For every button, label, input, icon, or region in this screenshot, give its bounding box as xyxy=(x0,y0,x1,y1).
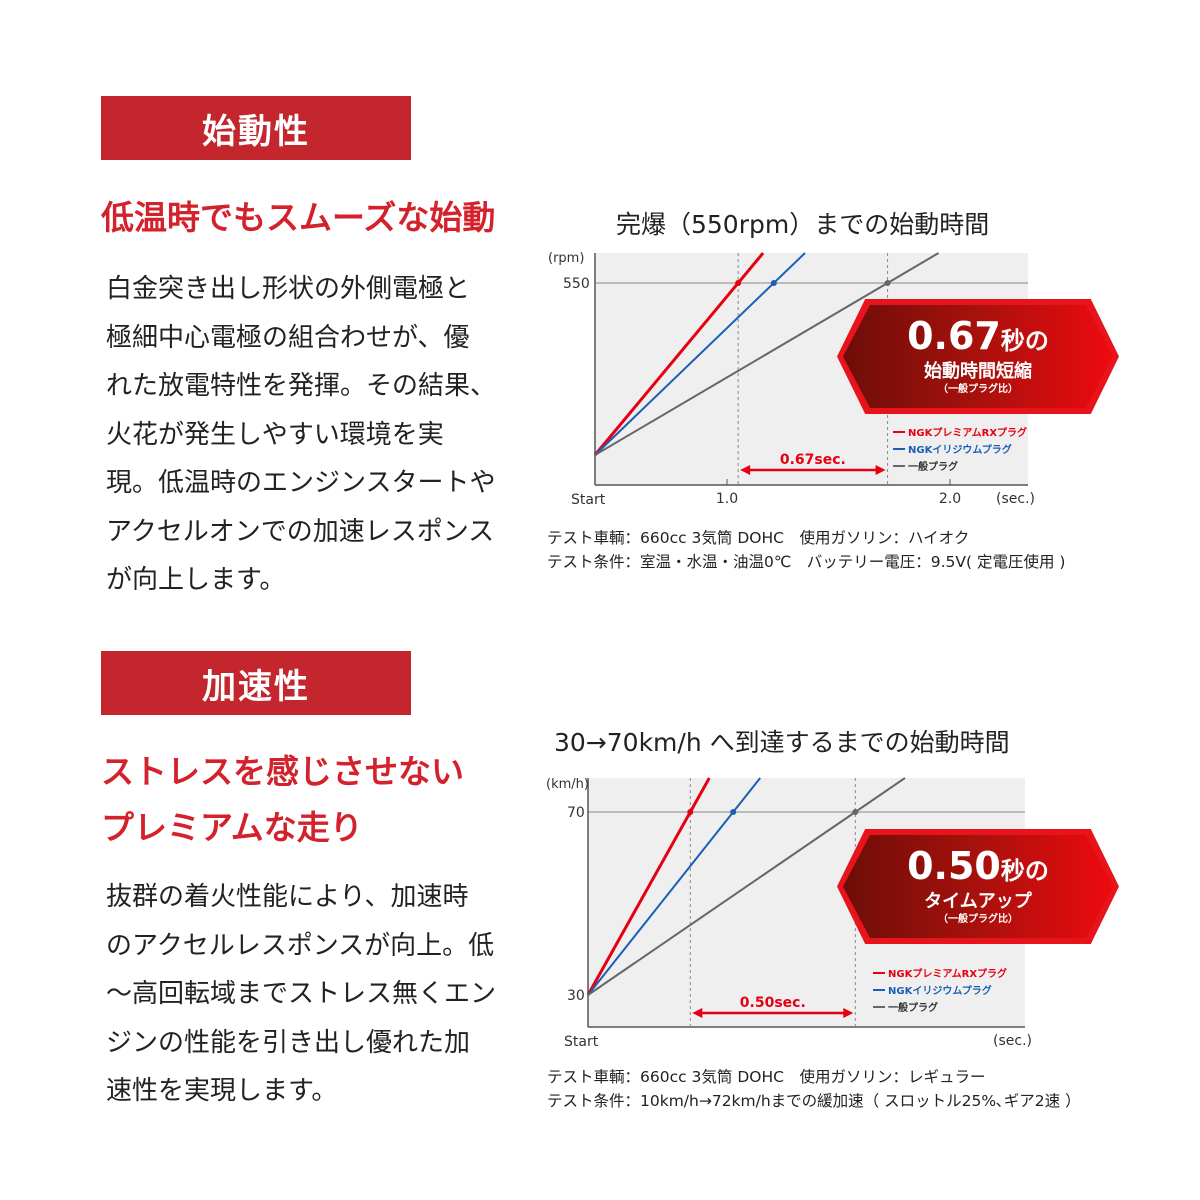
callout-line2: 始動時間短縮 xyxy=(924,361,1032,382)
arrow-head-right xyxy=(875,465,886,475)
callout-line3: （一般プラグ比） xyxy=(938,384,1018,395)
series-target-point xyxy=(852,809,859,815)
callout-value: 0.50 xyxy=(907,844,1001,888)
legend-label: 一般プラグ xyxy=(908,460,958,473)
difference-label: 0.67sec. xyxy=(780,452,846,468)
section-headline-starting: 低温時でもスムーズな始動 xyxy=(101,198,496,237)
y-tick-label: 30 xyxy=(567,988,585,1004)
x-tick-label: 2.0 xyxy=(939,491,961,507)
section-banner-starting: 始動性 xyxy=(101,96,411,160)
x-tick-label: 1.0 xyxy=(716,491,738,507)
y-tick-label: 70 xyxy=(567,805,585,821)
section-banner-acceleration: 加速性 xyxy=(101,651,411,715)
x-axis-label: (sec.) xyxy=(993,1033,1032,1049)
test-notes-starting: テスト車輌：660cc 3気筒 DOHC 使用ガソリン：ハイオク テスト条件：室… xyxy=(547,529,1066,571)
arrow-head-left xyxy=(692,1008,703,1018)
series-target-point xyxy=(730,809,737,815)
series-target-point xyxy=(884,280,891,286)
x-start-label: Start xyxy=(564,1034,599,1050)
series-target-point xyxy=(735,280,742,286)
legend-label: NGKプレミアムRXプラグ xyxy=(888,967,1007,980)
section-headline-acceleration: ストレスを感じさせない プレミアムな走り xyxy=(101,752,464,847)
callout-badge-starting: 0.67秒の 始動時間短縮 （一般プラグ比） xyxy=(837,299,1119,414)
legend-label: NGKイリジウムプラグ xyxy=(908,443,1012,456)
y-tick-label: 550 xyxy=(563,276,590,292)
section-body-starting: 白金突き出し形状の外側電極と 極細中心電極の組合わせが、優 れた放電特性を発揮。… xyxy=(106,274,497,595)
y-axis-label: (rpm) xyxy=(548,251,584,266)
arrow-head-right xyxy=(843,1008,854,1018)
test-notes-acceleration: テスト車輌：660cc 3気筒 DOHC 使用ガソリン：レギュラー テスト条件：… xyxy=(547,1068,1081,1110)
y-axis-label: (km/h) xyxy=(546,777,589,792)
series-line xyxy=(593,252,765,456)
x-axis-label: (sec.) xyxy=(996,491,1035,507)
series-target-point xyxy=(687,809,694,815)
legend-label: 一般プラグ xyxy=(888,1001,938,1014)
series-line xyxy=(587,777,906,996)
legend-label: NGKイリジウムプラグ xyxy=(888,984,992,997)
callout-value: 0.67 xyxy=(907,314,1001,358)
arrow-head-left xyxy=(740,465,751,475)
chart-title-acceleration: 30→70km/h へ到達するまでの始動時間 xyxy=(554,728,1010,757)
legend-label: NGKプレミアムRXプラグ xyxy=(908,426,1027,439)
section-body-acceleration: 抜群の着火性能により、加速時 のアクセルレスポンスが向上。低 ～高回転域までスト… xyxy=(106,882,497,1106)
series-target-point xyxy=(770,280,777,286)
callout-badge-acceleration: 0.50秒の タイムアップ （一般プラグ比） xyxy=(837,829,1119,944)
difference-label: 0.50sec. xyxy=(740,995,806,1011)
callout-line2: タイムアップ xyxy=(924,891,1032,912)
callout-unit: 秒の xyxy=(1000,857,1049,885)
series-line xyxy=(594,252,806,456)
callout-unit: 秒の xyxy=(1000,327,1049,355)
callout-line3: （一般プラグ比） xyxy=(938,914,1018,925)
series-line xyxy=(594,252,940,456)
chart-title-starting: 完爆（550rpm）までの始動時間 xyxy=(616,210,990,239)
x-start-label: Start xyxy=(571,492,606,508)
